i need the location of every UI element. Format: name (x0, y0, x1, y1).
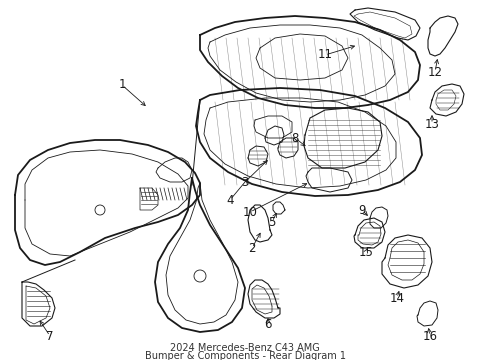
Text: 7: 7 (46, 329, 54, 342)
Text: 6: 6 (264, 319, 272, 332)
Text: 4: 4 (226, 194, 234, 207)
Text: 1: 1 (118, 78, 126, 91)
Text: 2024 Mercedes-Benz C43 AMG: 2024 Mercedes-Benz C43 AMG (170, 343, 320, 353)
Text: 12: 12 (427, 66, 442, 78)
Text: 9: 9 (358, 203, 366, 216)
Text: 10: 10 (243, 206, 257, 219)
Text: 14: 14 (390, 292, 405, 305)
Text: 8: 8 (292, 131, 299, 144)
Text: 13: 13 (424, 117, 440, 130)
Text: 16: 16 (422, 329, 438, 342)
Text: 2: 2 (248, 242, 256, 255)
Text: 11: 11 (318, 49, 333, 62)
Text: 5: 5 (269, 216, 276, 229)
Text: 3: 3 (241, 175, 249, 189)
Text: Bumper & Components - Rear Diagram 1: Bumper & Components - Rear Diagram 1 (145, 351, 345, 360)
Text: 15: 15 (359, 246, 373, 258)
